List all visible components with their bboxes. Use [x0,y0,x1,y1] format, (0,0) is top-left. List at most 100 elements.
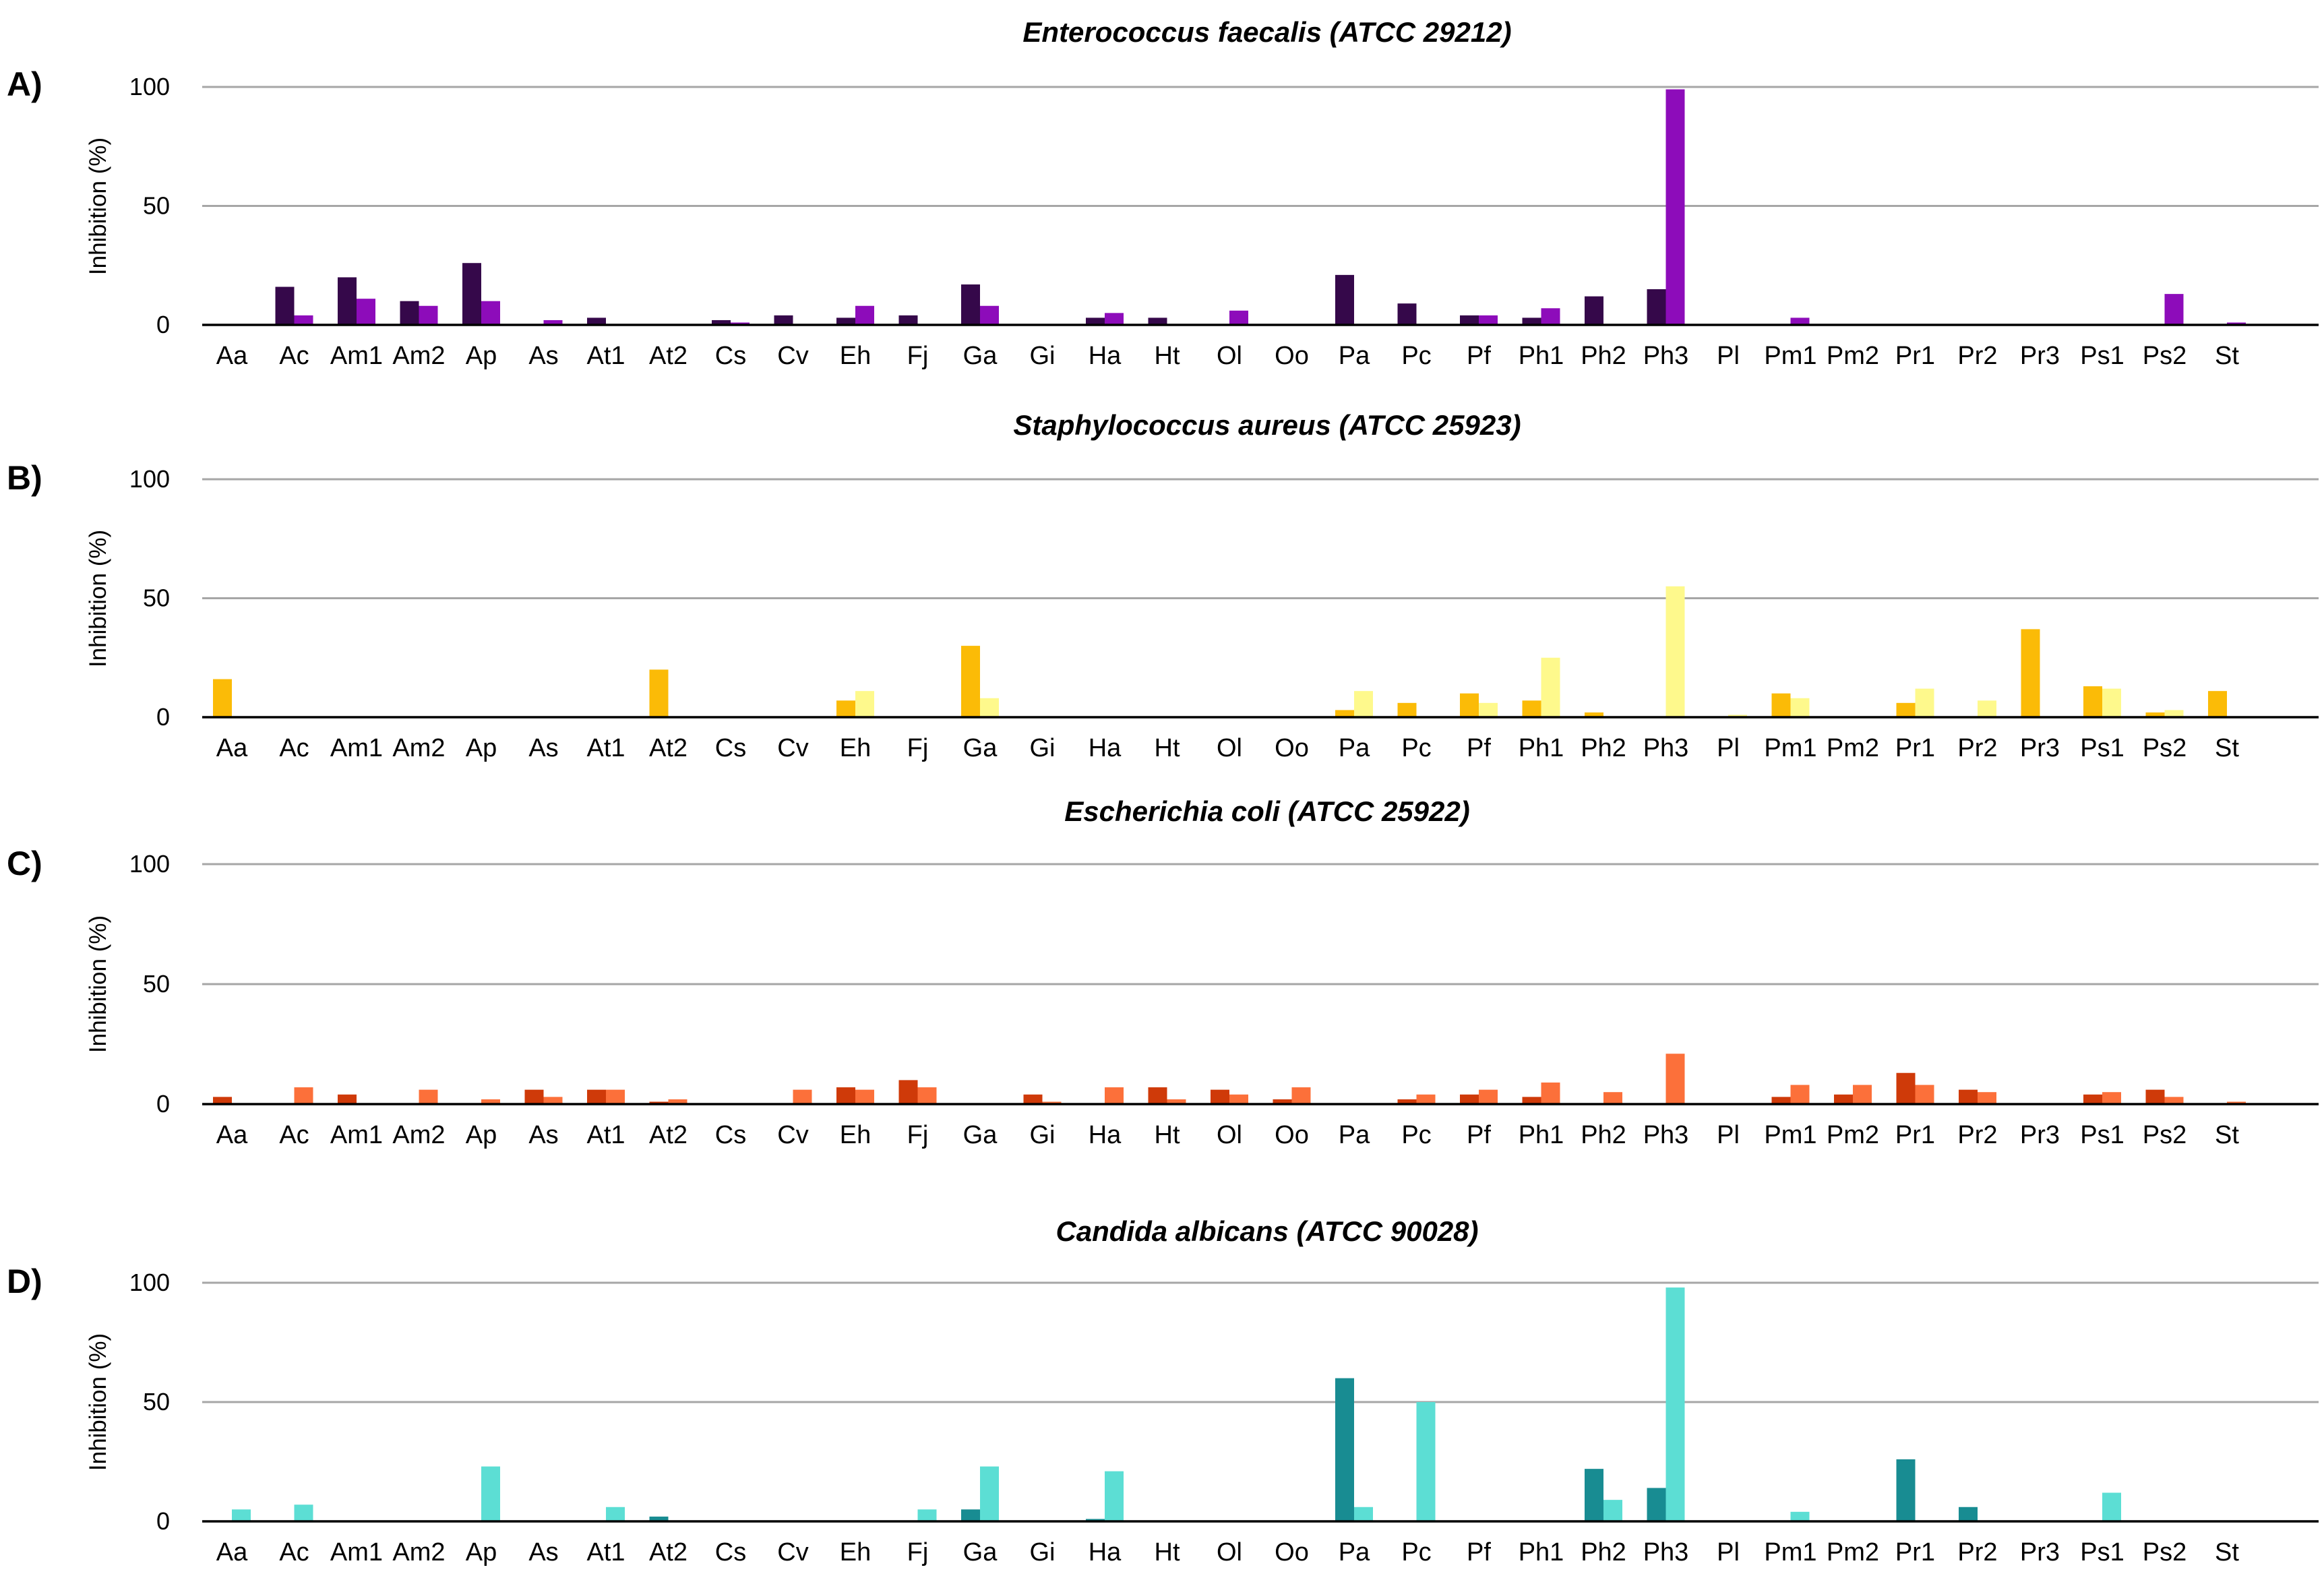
x-tick-label: Cv [777,342,808,370]
panel-1: A) Enterococcus faecalis (ATCC 29212) Inhi… [7,16,2319,370]
bar-Ph2-series-2 [1603,1500,1622,1521]
x-tick-label: Ap [466,342,497,370]
x-tick-label: Fj [907,342,929,370]
bar-Pf-series-1 [1460,1094,1479,1104]
bar-Ps1-series-1 [2083,1094,2102,1104]
x-tick-label: St [2215,734,2239,762]
chart-title: Staphylococcus aureus (ATCC 25923) [1013,409,1521,441]
bar-Ha-series-1 [1086,1519,1105,1521]
bar-Ph3-series-2 [1665,1287,1685,1521]
bar-Pm2-series-2 [1853,1085,1872,1104]
x-tick-label: Ol [1217,342,1242,370]
x-tick-label: Ph3 [1643,1538,1689,1567]
x-tick-label: Gi [1030,1121,1056,1149]
bar-Aa-series-1 [213,1097,232,1104]
x-tick-label: Ps1 [2080,1538,2124,1567]
bar-Ht-series-2 [1167,1099,1186,1104]
x-tick-label: Ol [1217,734,1242,762]
x-tick-label: Ac [279,1538,309,1567]
x-tick-label: Ht [1155,1538,1180,1567]
x-tick-label: Pm1 [1764,1121,1816,1149]
bar-Pm1-series-2 [1790,698,1810,717]
x-tick-label: Ph2 [1581,734,1626,762]
x-tick-label: Ph1 [1519,1121,1564,1149]
bar-Ha-series-2 [1105,1471,1124,1521]
x-tick-label: St [2215,1121,2239,1149]
y-tick-label: 100 [129,1269,170,1296]
x-tick-label: Ha [1089,1538,1122,1567]
x-tick-label: Am2 [392,1538,445,1567]
bar-Ph3-series-1 [1647,289,1666,325]
bar-At2-series-1 [649,1101,669,1104]
x-tick-label: Am2 [392,734,445,762]
bar-As-series-2 [543,320,563,325]
x-tick-label: Pf [1467,1121,1491,1149]
bar-Pc-series-1 [1397,702,1417,717]
x-tick-label: Gi [1030,1538,1056,1567]
x-tick-label: Pm2 [1827,734,1879,762]
x-tick-label: Pr2 [1957,342,1997,370]
x-tick-label: Eh [840,1538,871,1567]
bar-Ac-series-2 [294,315,313,325]
bar-Pc-series-2 [1416,1094,1436,1104]
bar-Ph1-series-2 [1541,308,1560,325]
bar-Fj-series-1 [898,315,918,325]
x-tick-label: Aa [216,1538,248,1567]
bar-Pc-series-1 [1397,1099,1417,1104]
x-tick-label: Ac [279,734,309,762]
bar-Ht-series-1 [1148,1087,1167,1104]
x-tick-label: Ga [963,1121,998,1149]
x-tick-label: Ph3 [1643,734,1689,762]
y-tick-label: 0 [156,703,170,731]
x-tick-label: Ps1 [2080,1121,2124,1149]
bar-St-series-1 [2208,691,2227,717]
bar-Pr2-series-1 [1959,1089,1978,1104]
x-tick-label: Ht [1155,342,1180,370]
x-tick-label: Pa [1339,342,1370,370]
x-tick-label: At1 [586,342,625,370]
x-tick-label: Ps2 [2143,734,2187,762]
y-tick-label: 0 [156,311,170,338]
x-tick-label: As [528,1121,558,1149]
x-tick-label: St [2215,1538,2239,1567]
bar-Eh-series-1 [836,317,855,325]
x-tick-label: Ha [1089,1121,1122,1149]
panel-label: C) [7,845,42,882]
x-tick-label: Ps2 [2143,1538,2187,1567]
bar-Pm1-series-2 [1790,1511,1810,1521]
x-tick-label: Pm2 [1827,1538,1879,1567]
bar-Ap-series-1 [462,263,481,325]
y-axis-label: Inhibition (%) [85,530,111,667]
x-tick-label: Pr2 [1957,734,1997,762]
x-tick-label: Eh [840,342,871,370]
x-tick-label: St [2215,342,2239,370]
x-tick-label: Pa [1339,734,1370,762]
x-tick-label: Pr1 [1895,1538,1935,1567]
bar-Ps1-series-2 [2102,1092,2121,1104]
bar-St-series-2 [2227,1101,2246,1104]
bar-Ps2-series-2 [2164,710,2184,717]
bar-Pr1-series-1 [1896,1459,1916,1521]
bar-Eh-series-2 [855,1089,874,1104]
x-tick-label: At1 [586,734,625,762]
x-tick-label: As [528,1538,558,1567]
bar-Pf-series-1 [1460,315,1479,325]
bar-Ps1-series-1 [2083,686,2102,717]
x-tick-label: Pr1 [1895,342,1935,370]
x-tick-label: Ol [1217,1121,1242,1149]
y-tick-label: 50 [143,970,170,998]
bar-Pm1-series-2 [1790,1085,1810,1104]
x-tick-label: Aa [216,734,248,762]
bar-Ph2-series-2 [1603,1092,1622,1104]
x-tick-label: Cv [777,734,808,762]
bar-Am2-series-2 [419,1089,438,1104]
x-tick-label: Ha [1089,734,1122,762]
x-tick-label: Ga [963,342,998,370]
bar-Ga-series-2 [980,698,999,717]
x-tick-label: Ht [1155,1121,1180,1149]
panel-label: B) [7,459,42,497]
x-tick-label: Ps1 [2080,734,2124,762]
panel-3: C) Escherichia coli (ATCC 25922) Inhibitio… [7,795,2319,1149]
x-tick-label: Eh [840,1121,871,1149]
